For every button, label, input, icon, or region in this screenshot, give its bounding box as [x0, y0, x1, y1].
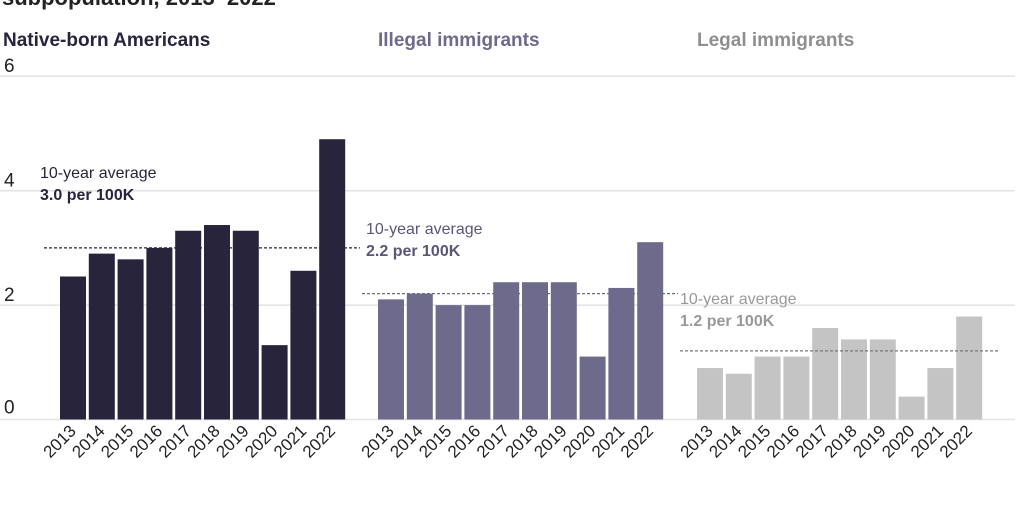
bar-2021 — [927, 368, 954, 420]
x-tick-label: 2022 — [299, 421, 339, 461]
panel-title: Legal immigrants — [697, 30, 854, 51]
bar-2021 — [608, 287, 635, 420]
average-value: 2.2 per 100K — [366, 243, 461, 260]
bar-2016 — [783, 356, 810, 420]
bar-2016 — [146, 247, 173, 420]
average-value: 1.2 per 100K — [680, 313, 775, 330]
x-tick-label: 2022 — [936, 421, 976, 461]
bar-2020 — [261, 345, 288, 420]
bar-2014 — [725, 373, 752, 420]
bar-2020 — [898, 396, 925, 420]
average-label: 10-year average — [366, 221, 483, 238]
bar-2014 — [88, 253, 115, 420]
bar-2017 — [175, 230, 202, 420]
bar-2015 — [435, 305, 462, 420]
y-tick-label: 2 — [4, 285, 15, 306]
bar-2015 — [754, 356, 781, 420]
bar-2013 — [697, 368, 723, 420]
bar-2018 — [204, 225, 230, 420]
y-tick-label: 4 — [4, 171, 15, 192]
bar-2022 — [637, 242, 664, 420]
bar-2013 — [60, 276, 86, 420]
bar-2017 — [493, 282, 520, 420]
bar-2022 — [956, 316, 983, 420]
bar-2020 — [579, 356, 606, 420]
average-value: 3.0 per 100K — [40, 187, 135, 204]
bar-2013 — [378, 299, 404, 420]
y-tick-label: 0 — [4, 398, 15, 419]
bar-2018 — [841, 339, 867, 420]
bar-2019 — [869, 339, 896, 420]
bar-2019 — [232, 230, 259, 420]
bar-2018 — [522, 282, 548, 420]
average-label: 10-year average — [680, 291, 797, 308]
bar-2019 — [550, 282, 577, 420]
bar-2014 — [406, 293, 433, 420]
bar-2021 — [290, 270, 317, 420]
bar-2015 — [117, 259, 144, 420]
bar-2016 — [464, 305, 491, 420]
panel-title: Illegal immigrants — [378, 30, 540, 51]
chart-title: subpopulation, 2013–2022 — [2, 0, 276, 10]
panel-title: Native-born Americans — [3, 30, 210, 51]
x-tick-label: 2022 — [617, 421, 657, 461]
bar-2017 — [812, 327, 839, 420]
y-tick-label: 6 — [4, 56, 15, 77]
average-label: 10-year average — [40, 165, 157, 182]
bar-2022 — [319, 139, 346, 420]
